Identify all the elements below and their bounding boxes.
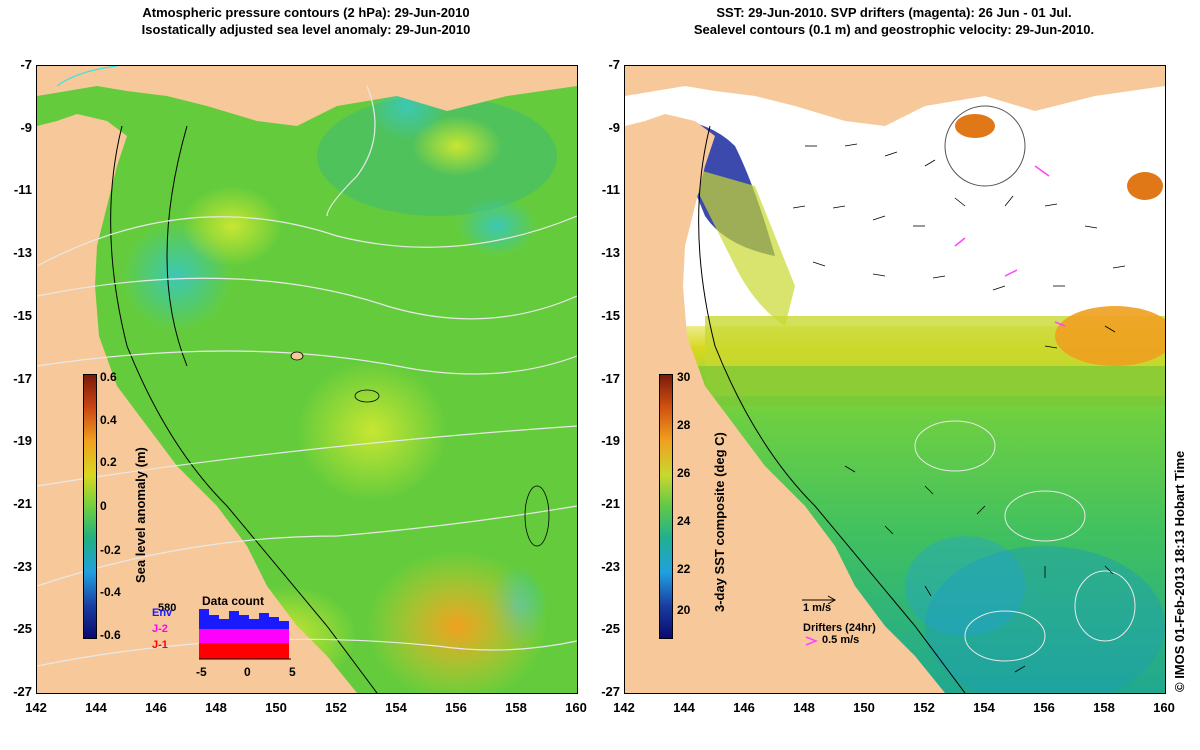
longitude-tick-label: 154 <box>385 700 407 715</box>
right-title-line2: Sealevel contours (0.1 m) and geostrophi… <box>693 22 1095 37</box>
latitude-tick-label: -27 <box>13 684 32 699</box>
sst-colorbar-tick: 28 <box>677 418 691 432</box>
latitude-tick-label: -25 <box>13 621 32 637</box>
sea-level-colorbar-tick: 0 <box>100 499 107 513</box>
data-count-histogram <box>199 609 291 660</box>
drifter-scale-arrow-icon <box>805 636 819 646</box>
latitude-tick-label: -13 <box>601 245 620 261</box>
longitude-tick-label: 148 <box>793 700 815 715</box>
left-title-line2: Isostatically adjusted sea level anomaly… <box>141 22 471 37</box>
longitude-tick-label: 152 <box>325 700 347 715</box>
longitude-tick-label: 144 <box>85 700 107 715</box>
latitude-tick-label: -13 <box>13 245 32 261</box>
longitude-tick-label: 146 <box>733 700 755 715</box>
latitude-tick-label: -7 <box>20 57 32 72</box>
latitude-tick-label: -19 <box>601 433 620 449</box>
latitude-tick-label: -23 <box>601 558 620 574</box>
drifter-tracks <box>954 165 1066 327</box>
latitude-tick-label: -11 <box>601 182 620 198</box>
sea-level-colorbar <box>83 374 97 639</box>
latitude-tick-label: -9 <box>20 119 32 135</box>
sst-colorbar-tick: 22 <box>677 562 691 576</box>
data-count-title: Data count <box>202 594 265 608</box>
longitude-tick-label: 146 <box>145 700 167 715</box>
longitude-tick-label: 156 <box>445 700 467 715</box>
data-count-series-j1: J-1 <box>152 639 168 651</box>
data-count-max: 580 <box>158 602 177 614</box>
velocity-arrows <box>792 143 1126 673</box>
sea-level-colorbar-tick: -0.2 <box>100 543 121 557</box>
latitude-tick-label: -27 <box>601 684 620 699</box>
data-count-series-j2: J-2 <box>152 623 168 635</box>
longitude-tick-label: 156 <box>1033 700 1055 715</box>
data-count-series-env: Env <box>152 607 173 619</box>
sea-level-colorbar-tick: 0.6 <box>100 370 117 384</box>
velocity-scale-arrow-icon <box>802 595 837 605</box>
latitude-tick-label: -17 <box>13 370 32 386</box>
latitude-tick-label: -9 <box>608 119 620 135</box>
sea-level-map-svg <box>37 66 577 693</box>
sea-level-colorbar-tick: -0.4 <box>100 585 121 599</box>
data-count-xtick: 0 <box>244 665 251 679</box>
data-count-xtick: 5 <box>289 665 296 679</box>
longitude-tick-label: 150 <box>853 700 875 715</box>
longitude-tick-label: 158 <box>505 700 527 715</box>
latitude-tick-label: -11 <box>13 182 32 198</box>
sst-colorbar-tick: 20 <box>677 603 691 617</box>
sst-colorbar-tick: 30 <box>677 370 691 384</box>
longitude-tick-label: 160 <box>565 700 587 715</box>
longitude-tick-label: 142 <box>613 700 635 715</box>
latitude-tick-label: -17 <box>601 370 620 386</box>
latitude-tick-label: -19 <box>13 433 32 449</box>
longitude-tick-label: 150 <box>265 700 287 715</box>
longitude-tick-label: 152 <box>913 700 935 715</box>
sea-level-colorbar-label: Sea level anomaly (m) <box>133 447 148 583</box>
credit-text: © IMOS 01-Feb-2013 18:13 Hobart Time <box>1172 450 1187 692</box>
sea-level-map <box>36 65 578 694</box>
drifters-scale-label: 0.5 m/s <box>822 634 860 646</box>
latitude-tick-label: -21 <box>13 495 32 511</box>
sst-colorbar-label: 3-day SST composite (deg C) <box>712 432 727 612</box>
sea-level-colorbar-tick: -0.6 <box>100 628 121 642</box>
sst-colorbar-tick: 26 <box>677 466 691 480</box>
latitude-tick-label: -15 <box>601 307 620 323</box>
sea-level-colorbar-tick: 0.4 <box>100 413 117 427</box>
latitude-tick-label: -7 <box>608 57 620 72</box>
drifters-legend-label: Drifters (24hr) <box>803 622 876 634</box>
longitude-tick-label: 148 <box>205 700 227 715</box>
sst-colorbar <box>659 374 673 639</box>
sst-colorbar-tick: 24 <box>677 514 691 528</box>
velocity-scale-label: 1 m/s <box>803 602 832 614</box>
sst-map-svg <box>625 66 1165 693</box>
latitude-tick-label: -25 <box>601 621 620 637</box>
longitude-tick-label: 160 <box>1153 700 1175 715</box>
longitude-tick-label: 144 <box>673 700 695 715</box>
longitude-tick-label: 158 <box>1093 700 1115 715</box>
latitude-tick-label: -15 <box>13 307 32 323</box>
latitude-tick-label: -23 <box>13 558 32 574</box>
left-title-line1: Atmospheric pressure contours (2 hPa): 2… <box>142 5 470 20</box>
longitude-tick-label: 142 <box>25 700 47 715</box>
latitude-tick-label: -21 <box>601 495 620 511</box>
data-count-xtick: -5 <box>196 665 207 679</box>
right-title-line1: SST: 29-Jun-2010. SVP drifters (magenta)… <box>716 5 1072 20</box>
longitude-tick-label: 154 <box>973 700 995 715</box>
sea-level-colorbar-tick: 0.2 <box>100 455 117 469</box>
sst-map <box>624 65 1166 694</box>
